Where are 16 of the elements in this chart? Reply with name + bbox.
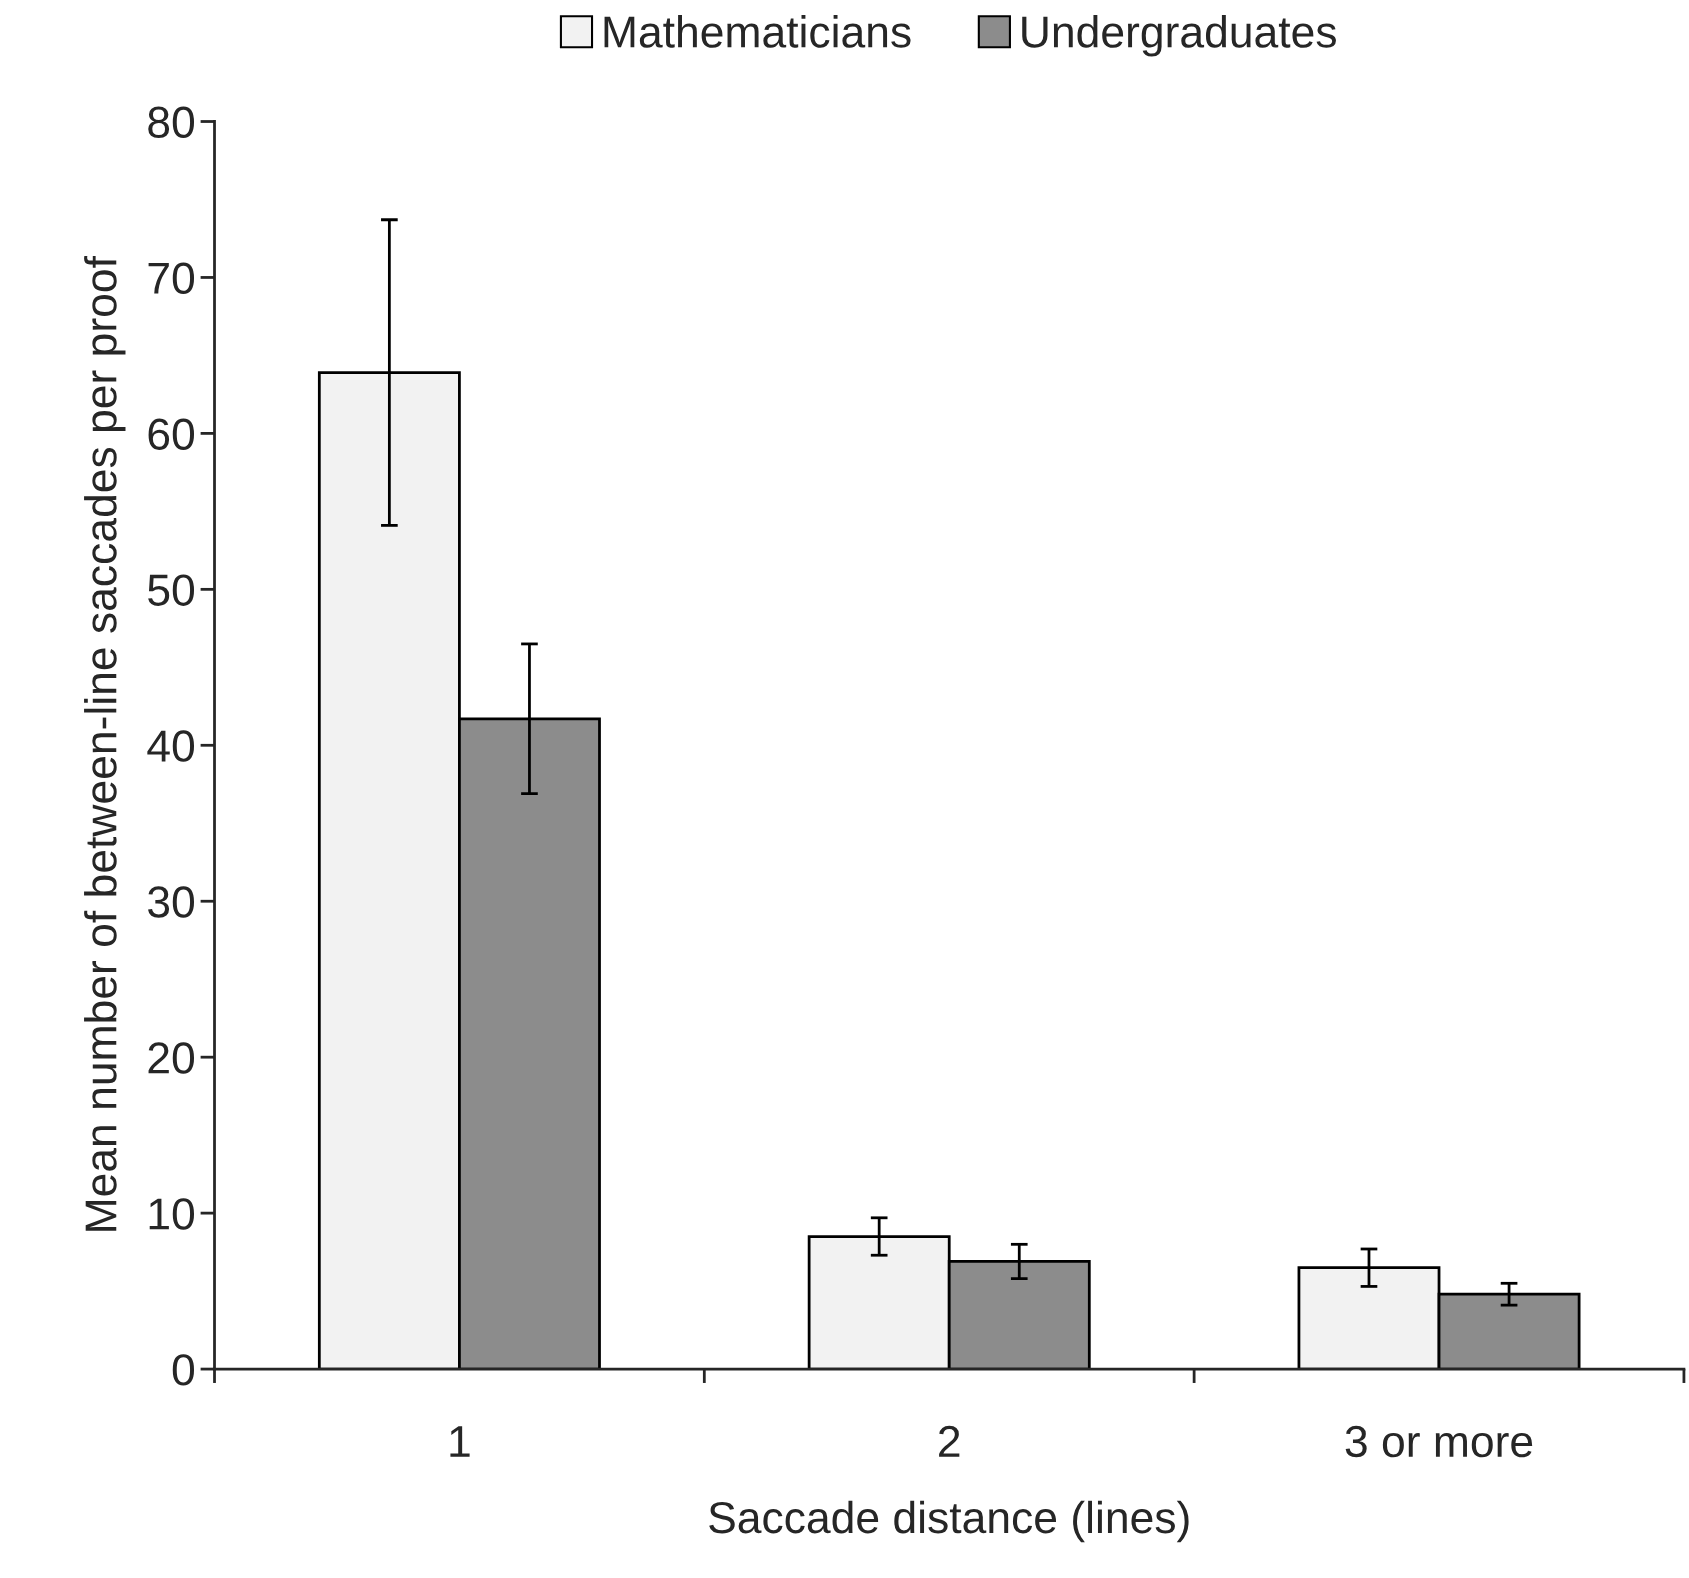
x-tick-label: 3 or more: [1345, 1425, 1533, 1458]
y-tick-label: 80: [148, 106, 195, 139]
y-tick-label: 50: [148, 574, 195, 606]
x-tick-label: 1: [450, 1426, 470, 1457]
y-tick-label: 10: [149, 1198, 195, 1230]
legend-label: Undergraduates: [1022, 15, 1336, 57]
x-tick-label: 2: [939, 1425, 960, 1457]
y-tick-label: 60: [148, 418, 195, 450]
y-tick-label: 30: [148, 886, 195, 918]
legend-label: Mathematicians: [604, 15, 911, 48]
y-tick-label: 0: [172, 1354, 195, 1386]
y-axis-title: Mean number of between-line saccades per proof: [84, 256, 126, 1231]
y-tick-label: 20: [148, 1042, 195, 1074]
y-tick-label: 40: [147, 730, 195, 762]
x-axis-title: Saccade distance (lines): [709, 1500, 1189, 1543]
y-tick-label: 70: [148, 262, 195, 294]
